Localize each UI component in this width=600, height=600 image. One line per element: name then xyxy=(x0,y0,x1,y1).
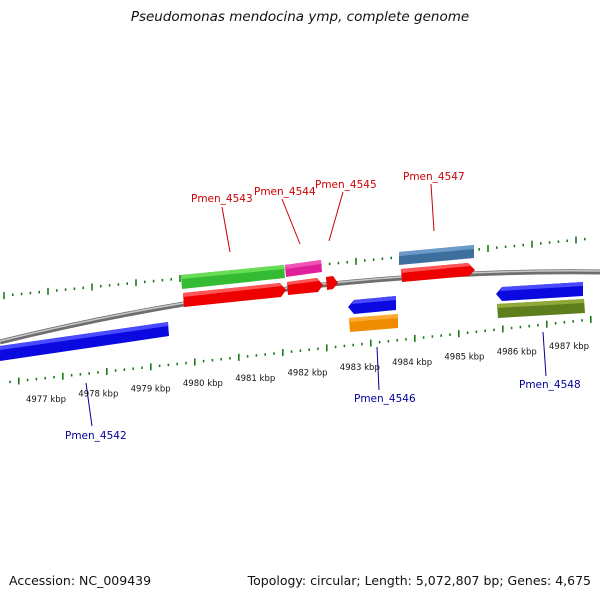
kbp-label: 4987 kbp xyxy=(549,342,589,352)
kbp-label: 4983 kbp xyxy=(340,363,380,373)
gene-pmen-4544-upper[interactable] xyxy=(285,260,322,277)
label-pmen-4546[interactable]: Pmen_4546 xyxy=(354,393,416,405)
genome-summary-text: Topology: circular; Length: 5,072,807 bp… xyxy=(247,573,591,588)
gene-pmen-4543-upper[interactable] xyxy=(181,265,285,289)
label-pmen-4547[interactable]: Pmen_4547 xyxy=(403,171,465,183)
label-pmen-4542[interactable]: Pmen_4542 xyxy=(65,430,127,442)
gene-pmen-4543[interactable] xyxy=(183,283,286,307)
leader-pmen-4545 xyxy=(328,191,344,242)
kbp-label: 4985 kbp xyxy=(444,353,484,363)
gene-pmen-4548-blue[interactable] xyxy=(496,282,583,301)
gene-pmen-4542[interactable] xyxy=(0,322,169,361)
kbp-label: 4986 kbp xyxy=(497,347,537,357)
leader-pmen-4547 xyxy=(430,183,435,232)
leader-pmen-4544 xyxy=(281,198,301,245)
gene-pmen-4546-blue[interactable] xyxy=(348,296,396,314)
leader-pmen-4548 xyxy=(542,331,547,377)
leader-pmen-4546 xyxy=(376,346,380,391)
label-pmen-4545[interactable]: Pmen_4545 xyxy=(315,179,377,191)
lower-scale-ticks xyxy=(9,315,592,385)
kbp-label: 4982 kbp xyxy=(288,369,328,379)
kbp-label: 4978 kbp xyxy=(78,390,118,400)
gene-pmen-4547[interactable] xyxy=(401,263,475,282)
kbp-label: 4977 kbp xyxy=(26,395,66,405)
leader-pmen-4543 xyxy=(221,206,231,253)
kbp-label: 4979 kbp xyxy=(131,384,171,394)
gene-pmen-4547-upper[interactable] xyxy=(399,245,474,265)
kbp-scale-labels: 4977 kbp 4978 kbp 4979 kbp 4980 kbp 4981 kbp… xyxy=(26,342,589,405)
gene-pmen-4548[interactable] xyxy=(497,299,585,318)
accession-text: Accession: NC_009439 xyxy=(9,573,152,588)
gene-pmen-4544[interactable] xyxy=(287,278,323,295)
label-pmen-4544[interactable]: Pmen_4544 xyxy=(254,186,316,198)
leader-pmen-4542 xyxy=(85,382,93,427)
gene-pmen-4546[interactable] xyxy=(349,314,398,332)
label-pmen-4548[interactable]: Pmen_4548 xyxy=(519,379,581,391)
kbp-label: 4981 kbp xyxy=(235,374,275,384)
map-title: Pseudomonas mendocina ymp, complete geno… xyxy=(130,9,470,25)
kbp-label: 4980 kbp xyxy=(183,379,223,389)
kbp-label: 4984 kbp xyxy=(392,358,432,368)
gene-pmen-4545[interactable] xyxy=(326,276,338,290)
label-pmen-4543[interactable]: Pmen_4543 xyxy=(191,193,253,205)
